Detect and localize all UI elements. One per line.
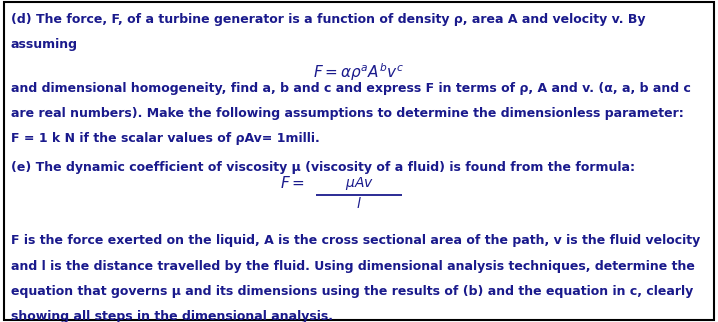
Text: are real numbers). Make the following assumptions to determine the dimensionless: are real numbers). Make the following as… [11,107,684,120]
Text: assuming: assuming [11,38,78,51]
Text: and dimensional homogeneity, find a, b and c and express F in terms of ρ, A and : and dimensional homogeneity, find a, b a… [11,82,691,95]
Text: $l$: $l$ [356,196,362,212]
Text: showing all steps in the dimensional analysis.: showing all steps in the dimensional ana… [11,310,332,322]
Text: F = 1 k N if the scalar values of ρAv= 1milli.: F = 1 k N if the scalar values of ρAv= 1… [11,132,320,145]
FancyBboxPatch shape [4,2,714,320]
Text: (d) The force, F, of a turbine generator is a function of density ρ, area A and : (d) The force, F, of a turbine generator… [11,13,645,26]
Text: and l is the distance travelled by the fluid. Using dimensional analysis techniq: and l is the distance travelled by the f… [11,260,694,273]
Text: $F =$: $F =$ [280,175,305,191]
Text: $F = \alpha\rho^{a}A^{b}v^{c}$: $F = \alpha\rho^{a}A^{b}v^{c}$ [313,61,405,83]
Text: equation that governs μ and its dimensions using the results of (b) and the equa: equation that governs μ and its dimensio… [11,285,693,298]
Text: (e) The dynamic coefficient of viscosity μ (viscosity of a fluid) is found from : (e) The dynamic coefficient of viscosity… [11,161,635,174]
Text: F is the force exerted on the liquid, A is the cross sectional area of the path,: F is the force exerted on the liquid, A … [11,234,700,247]
Text: $\mu Av$: $\mu Av$ [345,175,373,193]
